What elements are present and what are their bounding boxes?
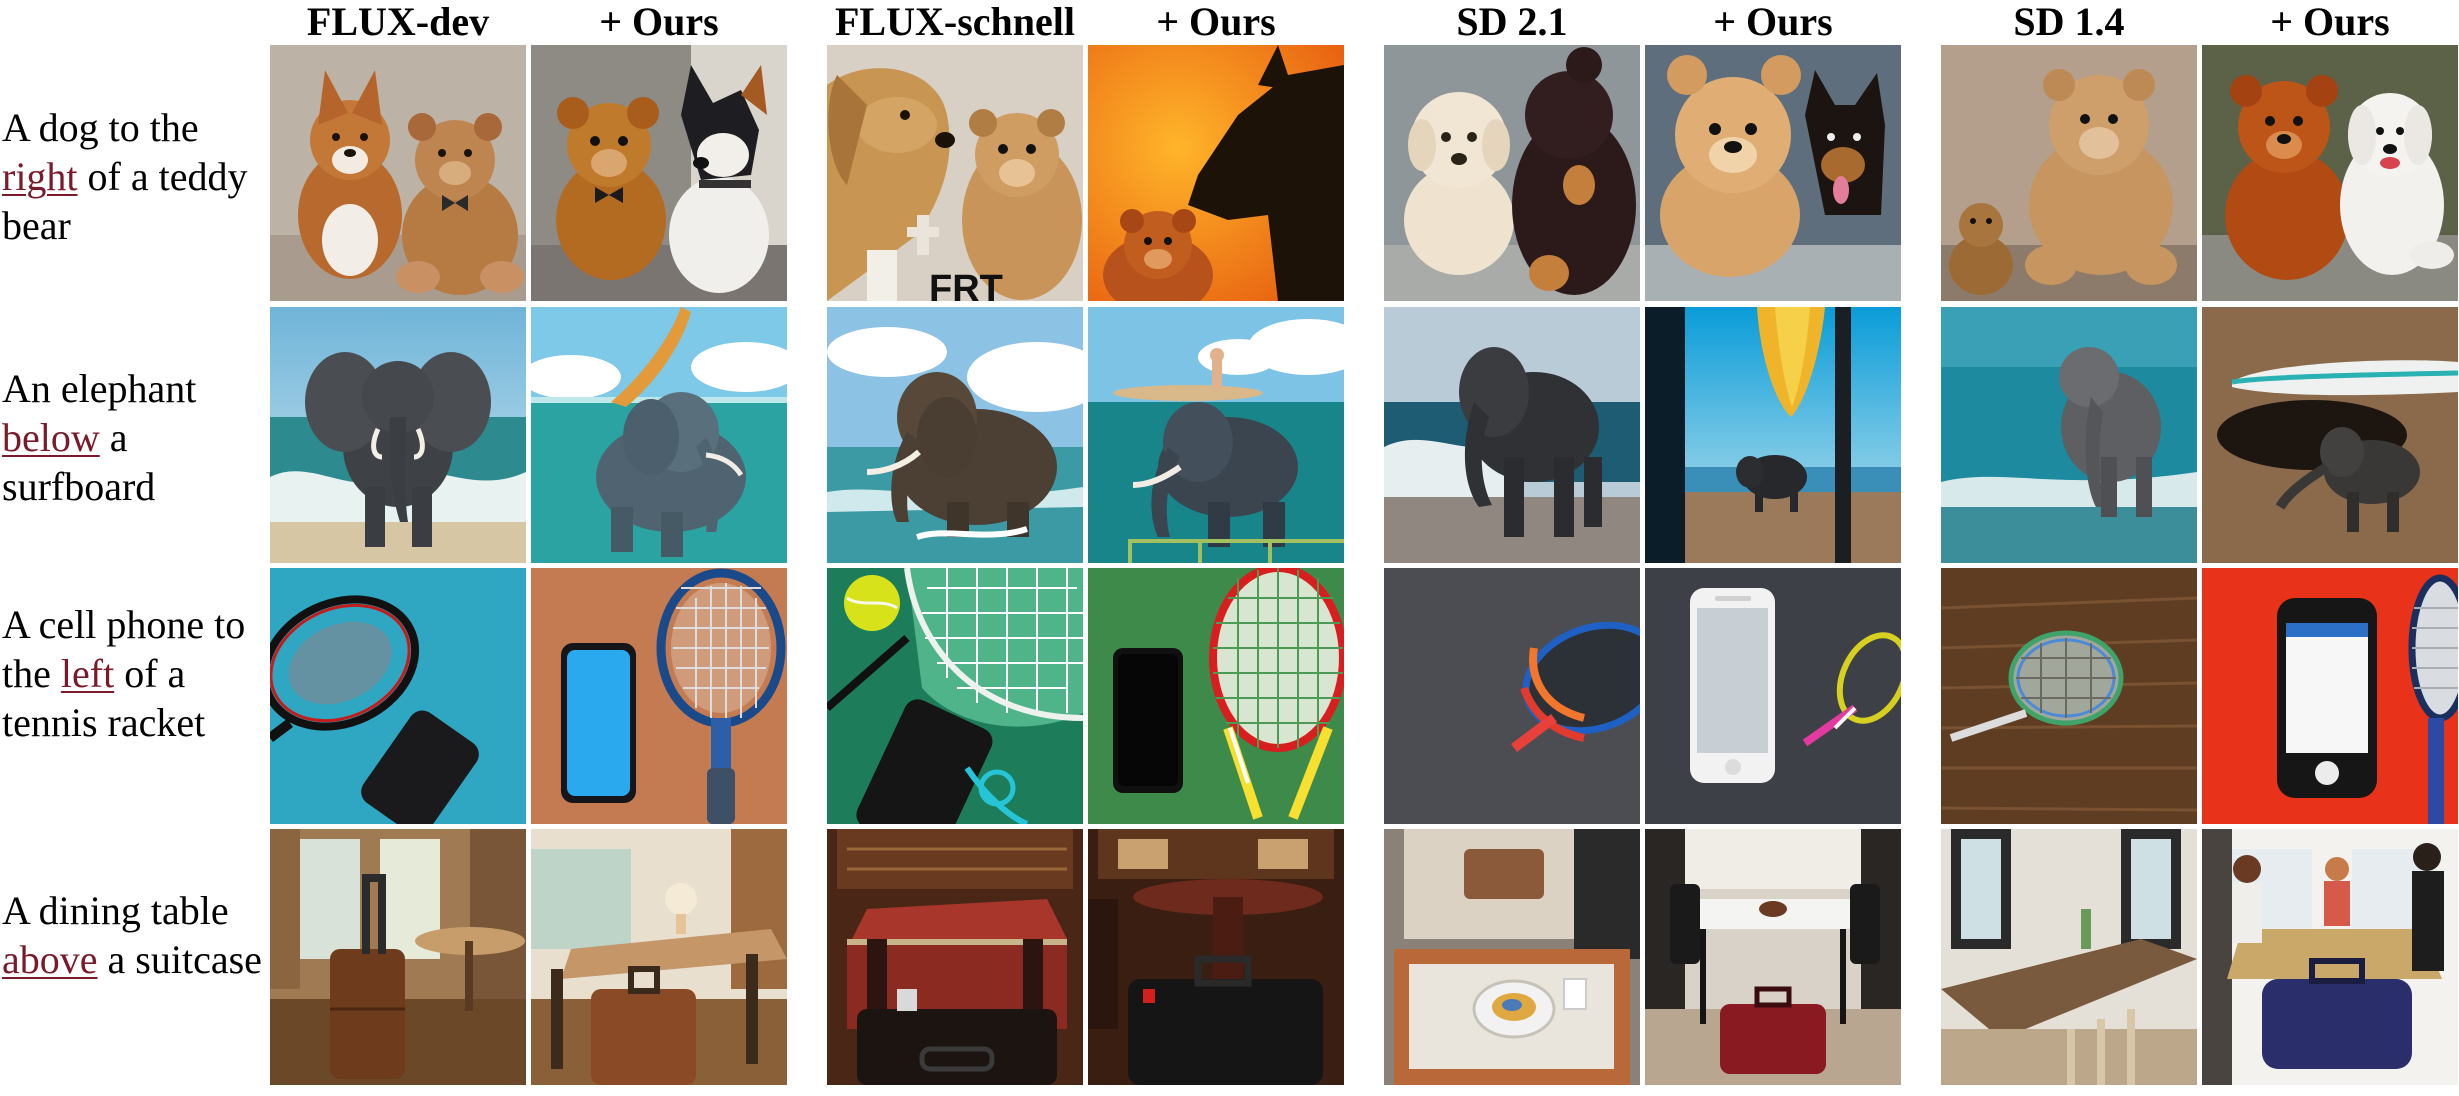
prompt-text: A dog to the (2, 105, 199, 150)
image-phone-racket-sd21 (1384, 568, 1640, 824)
prompt-text: of a tennis racket (2, 651, 206, 745)
image-elephant-surfboard-sd14 (1941, 307, 2197, 563)
prompt-relation: above (2, 937, 98, 982)
column-header-sd14-ours: + Ours (2270, 0, 2390, 44)
image-elephant-surfboard-sd21-ours (1645, 307, 1901, 563)
column-header-sd21: SD 2.1 (1456, 0, 1568, 44)
image-table-suitcase-flux-schnell-ours (1088, 829, 1344, 1085)
image-dog-teddy-flux-dev-ours (531, 45, 787, 301)
prompt-row-1: A dog to the right of a teddy bear (2, 103, 268, 250)
image-phone-racket-flux-schnell-ours (1088, 568, 1344, 824)
column-header-sd21-ours: + Ours (1713, 0, 1833, 44)
image-phone-racket-flux-dev-ours (531, 568, 787, 824)
image-table-suitcase-sd21 (1384, 829, 1640, 1085)
prompt-relation: below (2, 415, 100, 460)
prompt-text: of a teddy bear (2, 154, 248, 248)
image-table-suitcase-sd21-ours (1645, 829, 1901, 1085)
prompt-text: A dining table (2, 888, 229, 933)
column-header-flux-dev-ours: + Ours (599, 0, 719, 44)
image-dog-teddy-sd21 (1384, 45, 1640, 301)
image-elephant-surfboard-sd14-ours (2202, 307, 2458, 563)
column-header-flux-schnell: FLUX-schnell (835, 0, 1075, 44)
image-elephant-surfboard-sd21 (1384, 307, 1640, 563)
image-elephant-surfboard-flux-schnell-ours (1088, 307, 1344, 563)
image-dog-teddy-flux-schnell-ours (1088, 45, 1344, 301)
prompt-text: a surfboard (2, 415, 156, 509)
image-elephant-surfboard-flux-schnell (827, 307, 1083, 563)
column-header-sd14: SD 1.4 (2013, 0, 2125, 44)
prompt-relation: left (60, 651, 115, 696)
image-dog-teddy-sd14-ours (2202, 45, 2458, 301)
image-table-suitcase-flux-schnell (827, 829, 1083, 1085)
image-dog-teddy-flux-dev (270, 45, 526, 301)
image-phone-racket-sd14 (1941, 568, 2197, 824)
image-phone-racket-sd21-ours (1645, 568, 1901, 824)
image-elephant-surfboard-flux-dev-ours (531, 307, 787, 563)
prompt-row-3: A cell phone to the left of a tennis rac… (2, 600, 268, 747)
image-table-suitcase-flux-dev (270, 829, 526, 1085)
image-table-suitcase-flux-dev-ours (531, 829, 787, 1085)
prompt-text: A cell phone to the (2, 602, 246, 696)
column-header-flux-dev: FLUX-dev (306, 0, 490, 44)
prompt-row-2: An elephant below a surfboard (2, 364, 268, 511)
column-header-flux-schnell-ours: + Ours (1156, 0, 1276, 44)
prompt-relation: right (2, 154, 78, 199)
image-dog-teddy-sd14 (1941, 45, 2197, 301)
prompt-text: a suitcase (107, 937, 262, 982)
prompt-row-4: A dining table above a suitcase (2, 886, 268, 984)
image-elephant-surfboard-flux-dev (270, 307, 526, 563)
image-table-suitcase-sd14-ours (2202, 829, 2458, 1085)
image-phone-racket-flux-schnell (827, 568, 1083, 824)
flux-schnell-dog-sign: FRT (929, 268, 1003, 301)
image-phone-racket-flux-dev (270, 568, 526, 824)
image-phone-racket-sd14-ours (2202, 568, 2458, 824)
prompt-text: An elephant (2, 366, 197, 411)
image-dog-teddy-flux-schnell: FRT (827, 45, 1083, 301)
image-table-suitcase-sd14 (1941, 829, 2197, 1085)
image-dog-teddy-sd21-ours (1645, 45, 1901, 301)
